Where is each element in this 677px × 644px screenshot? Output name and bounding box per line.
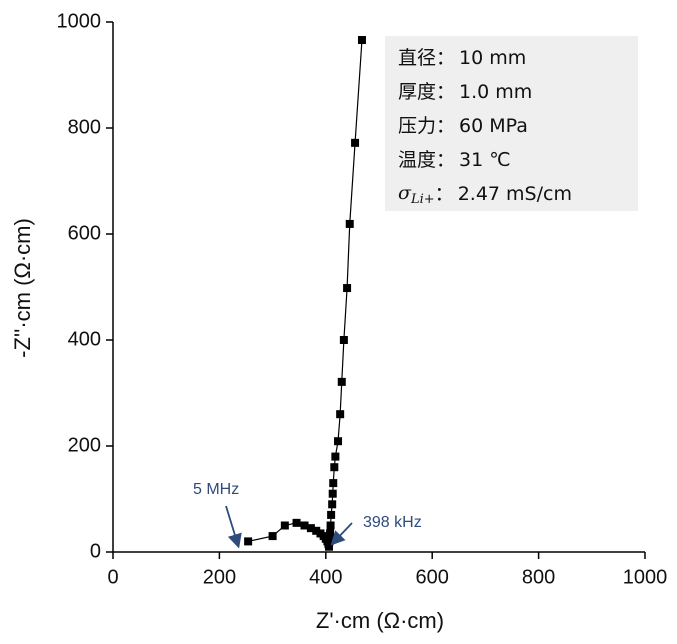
y-tick-label: 1000 bbox=[57, 10, 102, 32]
y-tick-label: 0 bbox=[90, 540, 101, 562]
y-axis-title: -Z''·cm (Ω·cm) bbox=[10, 218, 35, 358]
x-tick-label: 800 bbox=[522, 566, 555, 588]
info-separator: ： bbox=[435, 183, 454, 205]
data-point bbox=[328, 500, 337, 509]
annotation: 398 kHz bbox=[363, 514, 422, 531]
info-box bbox=[385, 36, 638, 211]
x-axis-title: Z'·cm (Ω·cm) bbox=[316, 608, 444, 633]
annotation-arrow bbox=[225, 505, 242, 549]
data-point bbox=[334, 437, 343, 446]
info-value: 2.47 mS/cm bbox=[458, 183, 572, 205]
info-line: 压力： 60 MPa bbox=[398, 115, 528, 137]
info-line: 厚度： 1.0 mm bbox=[398, 81, 532, 103]
data-point bbox=[244, 537, 253, 546]
data-point bbox=[357, 36, 366, 45]
x-tick-label: 600 bbox=[416, 566, 449, 588]
data-point bbox=[331, 452, 340, 461]
data-point bbox=[351, 138, 360, 147]
data-point bbox=[326, 521, 335, 530]
data-point bbox=[337, 377, 346, 386]
data-point bbox=[325, 537, 334, 546]
data-point bbox=[328, 489, 337, 498]
y-tick-label: 200 bbox=[68, 434, 101, 456]
info-label: 直径： bbox=[398, 47, 455, 69]
data-point bbox=[345, 219, 354, 228]
data-point bbox=[268, 532, 277, 541]
info-label: 厚度： bbox=[398, 81, 455, 103]
info-label: 压力： bbox=[398, 115, 455, 137]
y-tick-label: 600 bbox=[68, 222, 101, 244]
info-subscript: Li+ bbox=[410, 192, 435, 207]
x-tick-label: 1000 bbox=[623, 566, 668, 588]
annotation: 5 MHz bbox=[193, 481, 239, 498]
data-point bbox=[324, 542, 333, 551]
y-tick-label: 400 bbox=[68, 328, 101, 350]
data-point bbox=[327, 510, 336, 519]
data-point bbox=[280, 521, 289, 530]
data-point bbox=[306, 524, 315, 533]
x-tick-label: 400 bbox=[309, 566, 342, 588]
data-point bbox=[326, 529, 335, 538]
data-point bbox=[312, 526, 321, 535]
data-point bbox=[343, 284, 352, 293]
annotation-arrow bbox=[330, 522, 353, 546]
info-line: 直径： 10 mm bbox=[398, 47, 526, 69]
data-point bbox=[300, 521, 309, 530]
data-point bbox=[336, 410, 345, 419]
data-point bbox=[339, 336, 348, 344]
data-point bbox=[330, 463, 339, 472]
info-label: 温度： bbox=[398, 149, 455, 171]
data-point bbox=[329, 479, 338, 488]
info-value: 60 MPa bbox=[459, 115, 528, 137]
info-line: 温度： 31 ℃ bbox=[398, 149, 511, 171]
x-tick-label: 200 bbox=[203, 566, 236, 588]
info-line: σLi+： 2.47 mS/cm bbox=[398, 182, 572, 207]
info-value: 31 ℃ bbox=[459, 149, 511, 171]
data-point bbox=[292, 518, 301, 527]
info-label: σ bbox=[398, 182, 412, 204]
y-tick-label: 800 bbox=[68, 116, 101, 138]
data-line bbox=[248, 39, 363, 547]
info-value: 1.0 mm bbox=[459, 81, 532, 103]
x-tick-label: 0 bbox=[107, 566, 118, 588]
info-value: 10 mm bbox=[459, 47, 526, 69]
